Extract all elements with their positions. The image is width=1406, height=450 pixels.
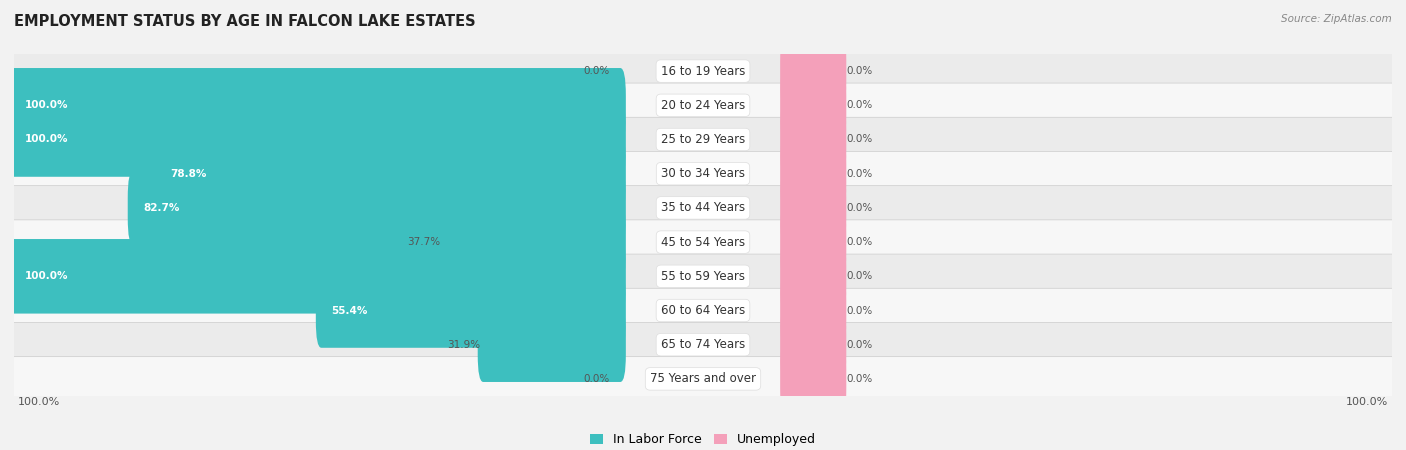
FancyBboxPatch shape	[780, 34, 846, 108]
FancyBboxPatch shape	[780, 273, 846, 348]
Text: EMPLOYMENT STATUS BY AGE IN FALCON LAKE ESTATES: EMPLOYMENT STATUS BY AGE IN FALCON LAKE …	[14, 14, 475, 28]
FancyBboxPatch shape	[8, 68, 626, 143]
FancyBboxPatch shape	[780, 342, 846, 416]
Text: 16 to 19 Years: 16 to 19 Years	[661, 65, 745, 77]
Text: 100.0%: 100.0%	[24, 100, 67, 110]
FancyBboxPatch shape	[13, 49, 1393, 93]
Text: 100.0%: 100.0%	[1347, 397, 1389, 407]
FancyBboxPatch shape	[13, 152, 1393, 196]
FancyBboxPatch shape	[13, 186, 1393, 230]
Text: 100.0%: 100.0%	[24, 271, 67, 281]
Text: 35 to 44 Years: 35 to 44 Years	[661, 202, 745, 214]
Text: 100.0%: 100.0%	[17, 397, 59, 407]
FancyBboxPatch shape	[155, 136, 626, 211]
Text: 45 to 54 Years: 45 to 54 Years	[661, 236, 745, 248]
FancyBboxPatch shape	[780, 136, 846, 211]
FancyBboxPatch shape	[316, 273, 626, 348]
FancyBboxPatch shape	[13, 83, 1393, 127]
Text: 60 to 64 Years: 60 to 64 Years	[661, 304, 745, 317]
Text: 0.0%: 0.0%	[846, 203, 873, 213]
Text: 0.0%: 0.0%	[846, 271, 873, 281]
Text: 0.0%: 0.0%	[846, 374, 873, 384]
FancyBboxPatch shape	[13, 323, 1393, 367]
FancyBboxPatch shape	[780, 171, 846, 245]
Text: 0.0%: 0.0%	[846, 135, 873, 144]
Text: 0.0%: 0.0%	[583, 66, 610, 76]
Text: 0.0%: 0.0%	[846, 169, 873, 179]
FancyBboxPatch shape	[437, 205, 626, 279]
Text: 82.7%: 82.7%	[143, 203, 180, 213]
Legend: In Labor Force, Unemployed: In Labor Force, Unemployed	[585, 428, 821, 450]
FancyBboxPatch shape	[13, 220, 1393, 264]
Text: 55.4%: 55.4%	[332, 306, 368, 315]
Text: 65 to 74 Years: 65 to 74 Years	[661, 338, 745, 351]
FancyBboxPatch shape	[478, 307, 626, 382]
Text: 0.0%: 0.0%	[846, 66, 873, 76]
Text: 0.0%: 0.0%	[583, 374, 610, 384]
Text: 30 to 34 Years: 30 to 34 Years	[661, 167, 745, 180]
FancyBboxPatch shape	[13, 254, 1393, 298]
Text: 31.9%: 31.9%	[447, 340, 479, 350]
Text: 75 Years and over: 75 Years and over	[650, 373, 756, 385]
FancyBboxPatch shape	[13, 117, 1393, 162]
Text: Source: ZipAtlas.com: Source: ZipAtlas.com	[1281, 14, 1392, 23]
Text: 20 to 24 Years: 20 to 24 Years	[661, 99, 745, 112]
Text: 100.0%: 100.0%	[24, 135, 67, 144]
Text: 25 to 29 Years: 25 to 29 Years	[661, 133, 745, 146]
FancyBboxPatch shape	[780, 68, 846, 143]
Text: 37.7%: 37.7%	[406, 237, 440, 247]
Text: 0.0%: 0.0%	[846, 306, 873, 315]
FancyBboxPatch shape	[8, 102, 626, 177]
Text: 78.8%: 78.8%	[170, 169, 207, 179]
FancyBboxPatch shape	[128, 171, 626, 245]
FancyBboxPatch shape	[780, 239, 846, 314]
FancyBboxPatch shape	[780, 205, 846, 279]
FancyBboxPatch shape	[13, 288, 1393, 333]
FancyBboxPatch shape	[780, 102, 846, 177]
Text: 55 to 59 Years: 55 to 59 Years	[661, 270, 745, 283]
Text: 0.0%: 0.0%	[846, 100, 873, 110]
Text: 0.0%: 0.0%	[846, 237, 873, 247]
FancyBboxPatch shape	[13, 357, 1393, 401]
FancyBboxPatch shape	[8, 239, 626, 314]
FancyBboxPatch shape	[780, 307, 846, 382]
Text: 0.0%: 0.0%	[846, 340, 873, 350]
